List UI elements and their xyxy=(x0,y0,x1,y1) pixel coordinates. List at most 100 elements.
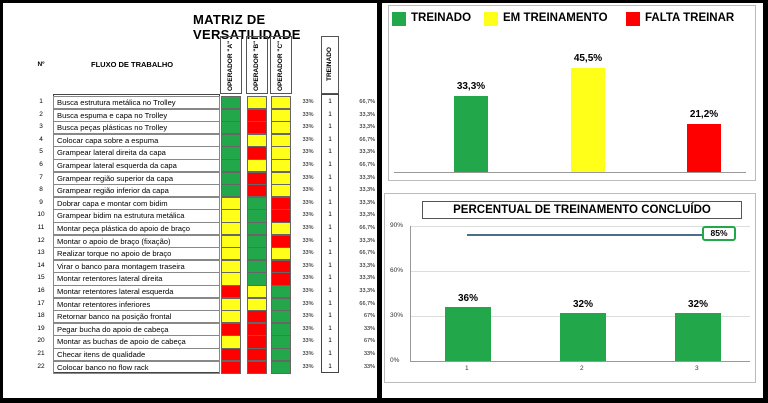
completion-percent: 33% xyxy=(302,313,314,320)
status-cell xyxy=(221,146,241,160)
row-number: 9 xyxy=(39,198,43,206)
status-cell xyxy=(221,348,241,362)
status-cell xyxy=(271,285,291,299)
row-number: 19 xyxy=(37,324,45,332)
target-label: 85% xyxy=(702,225,736,241)
versatility-percent: 33% xyxy=(363,351,375,357)
row-number: 2 xyxy=(39,110,43,118)
y-tick-label: 60% xyxy=(390,267,404,274)
status-cell xyxy=(271,196,291,210)
status-cell xyxy=(271,272,291,286)
row-number: 1 xyxy=(39,98,43,105)
row-number: 17 xyxy=(37,299,45,307)
versatility-percent: 33,3% xyxy=(359,187,375,194)
trained-count: 1 xyxy=(328,337,332,345)
status-cell xyxy=(221,121,241,135)
completion-percent: 33% xyxy=(302,338,314,345)
versatility-percent: 67% xyxy=(363,313,375,320)
flow-description: Montar o apoio de braço (fixação) xyxy=(57,236,171,246)
status-cell xyxy=(271,234,291,248)
row-number: 22 xyxy=(37,362,45,370)
status-cell xyxy=(221,310,241,324)
flow-description: Grampear lateral direita da capa xyxy=(57,148,166,158)
data-label: 36% xyxy=(457,293,478,304)
table-row xyxy=(53,360,220,374)
data-label: 33,3% xyxy=(456,81,486,93)
trained-count: 1 xyxy=(328,249,332,257)
status-cell xyxy=(247,310,267,324)
flow-description: Montar peça plástica do apoio de braço xyxy=(57,224,190,233)
bar xyxy=(687,123,721,172)
status-cell xyxy=(271,310,291,324)
row-number: 3 xyxy=(39,123,43,131)
status-cell xyxy=(271,108,291,122)
row-number: 16 xyxy=(37,287,45,294)
row-number: 18 xyxy=(37,312,45,320)
gridline xyxy=(410,226,750,227)
status-cell xyxy=(247,121,267,135)
status-cell xyxy=(247,146,267,160)
status-cell xyxy=(271,335,291,349)
x-axis-line xyxy=(394,172,746,173)
trained-header-box xyxy=(321,36,339,94)
gridline xyxy=(410,361,750,362)
flow-description: Busca espuma e capa no Trolley xyxy=(57,110,168,120)
flow-description: Montar retentores lateral direita xyxy=(57,274,163,284)
completion-percent: 33% xyxy=(302,351,314,357)
versatility-percent: 66,7% xyxy=(359,162,375,168)
status-cell xyxy=(271,259,291,273)
status-cell xyxy=(221,335,241,349)
versatility-percent: 66,7% xyxy=(359,225,375,231)
versatility-percent: 67% xyxy=(363,338,375,345)
trained-header: TREINADO xyxy=(326,47,333,81)
status-cell xyxy=(221,222,241,236)
bar xyxy=(571,68,605,172)
status-cell xyxy=(271,360,291,374)
operator-header: OPERADOR "C" xyxy=(277,40,284,91)
status-cell xyxy=(221,196,241,210)
data-label: 21,2% xyxy=(689,108,719,120)
status-cell xyxy=(221,234,241,248)
versatility-percent: 66,7% xyxy=(359,250,375,257)
flow-description: Dobrar capa e montar com bidim xyxy=(57,198,168,208)
operator-header: OPERADOR "B" xyxy=(253,40,260,91)
y-tick-label: 30% xyxy=(390,312,404,319)
flow-description: Montar retentores inferiores xyxy=(57,299,151,309)
status-cell xyxy=(247,209,267,223)
flow-description: Grampear lateral esquerda da capa xyxy=(57,161,177,170)
status-cell xyxy=(247,259,267,273)
data-label: 45,5% xyxy=(573,53,603,65)
row-number: 7 xyxy=(39,173,43,181)
completion-percent: 33% xyxy=(302,288,314,294)
status-cell xyxy=(247,184,267,198)
status-cell xyxy=(221,285,241,299)
status-cell xyxy=(221,247,241,261)
trained-count: 1 xyxy=(328,98,332,105)
completion-percent: 33% xyxy=(302,275,314,282)
legend-label: FALTA TREINAR xyxy=(645,12,735,24)
trained-count: 1 xyxy=(328,110,332,118)
status-cell xyxy=(271,171,291,185)
completion-percent: 33% xyxy=(302,325,314,332)
completion-percent: 33% xyxy=(302,250,314,257)
trained-count: 1 xyxy=(328,299,332,307)
bar xyxy=(445,307,491,361)
status-cell xyxy=(271,322,291,336)
trained-count: 1 xyxy=(328,186,332,194)
status-cell xyxy=(247,171,267,185)
status-cell xyxy=(247,360,267,374)
trained-count: 1 xyxy=(328,198,332,206)
x-tick-label: 1 xyxy=(465,365,469,372)
versatility-percent: 33% xyxy=(363,363,375,370)
gridline xyxy=(410,271,750,272)
versatility-percent: 33,3% xyxy=(359,199,375,206)
operator-header-box xyxy=(220,36,242,94)
trained-count: 1 xyxy=(328,236,332,244)
operator-header: OPERADOR "A" xyxy=(227,40,234,91)
trained-count: 1 xyxy=(328,287,332,294)
row-number: 20 xyxy=(37,337,45,345)
bar xyxy=(675,313,721,361)
status-cell xyxy=(221,272,241,286)
versatility-percent: 66,7% xyxy=(359,99,375,105)
row-number: 14 xyxy=(37,261,45,269)
